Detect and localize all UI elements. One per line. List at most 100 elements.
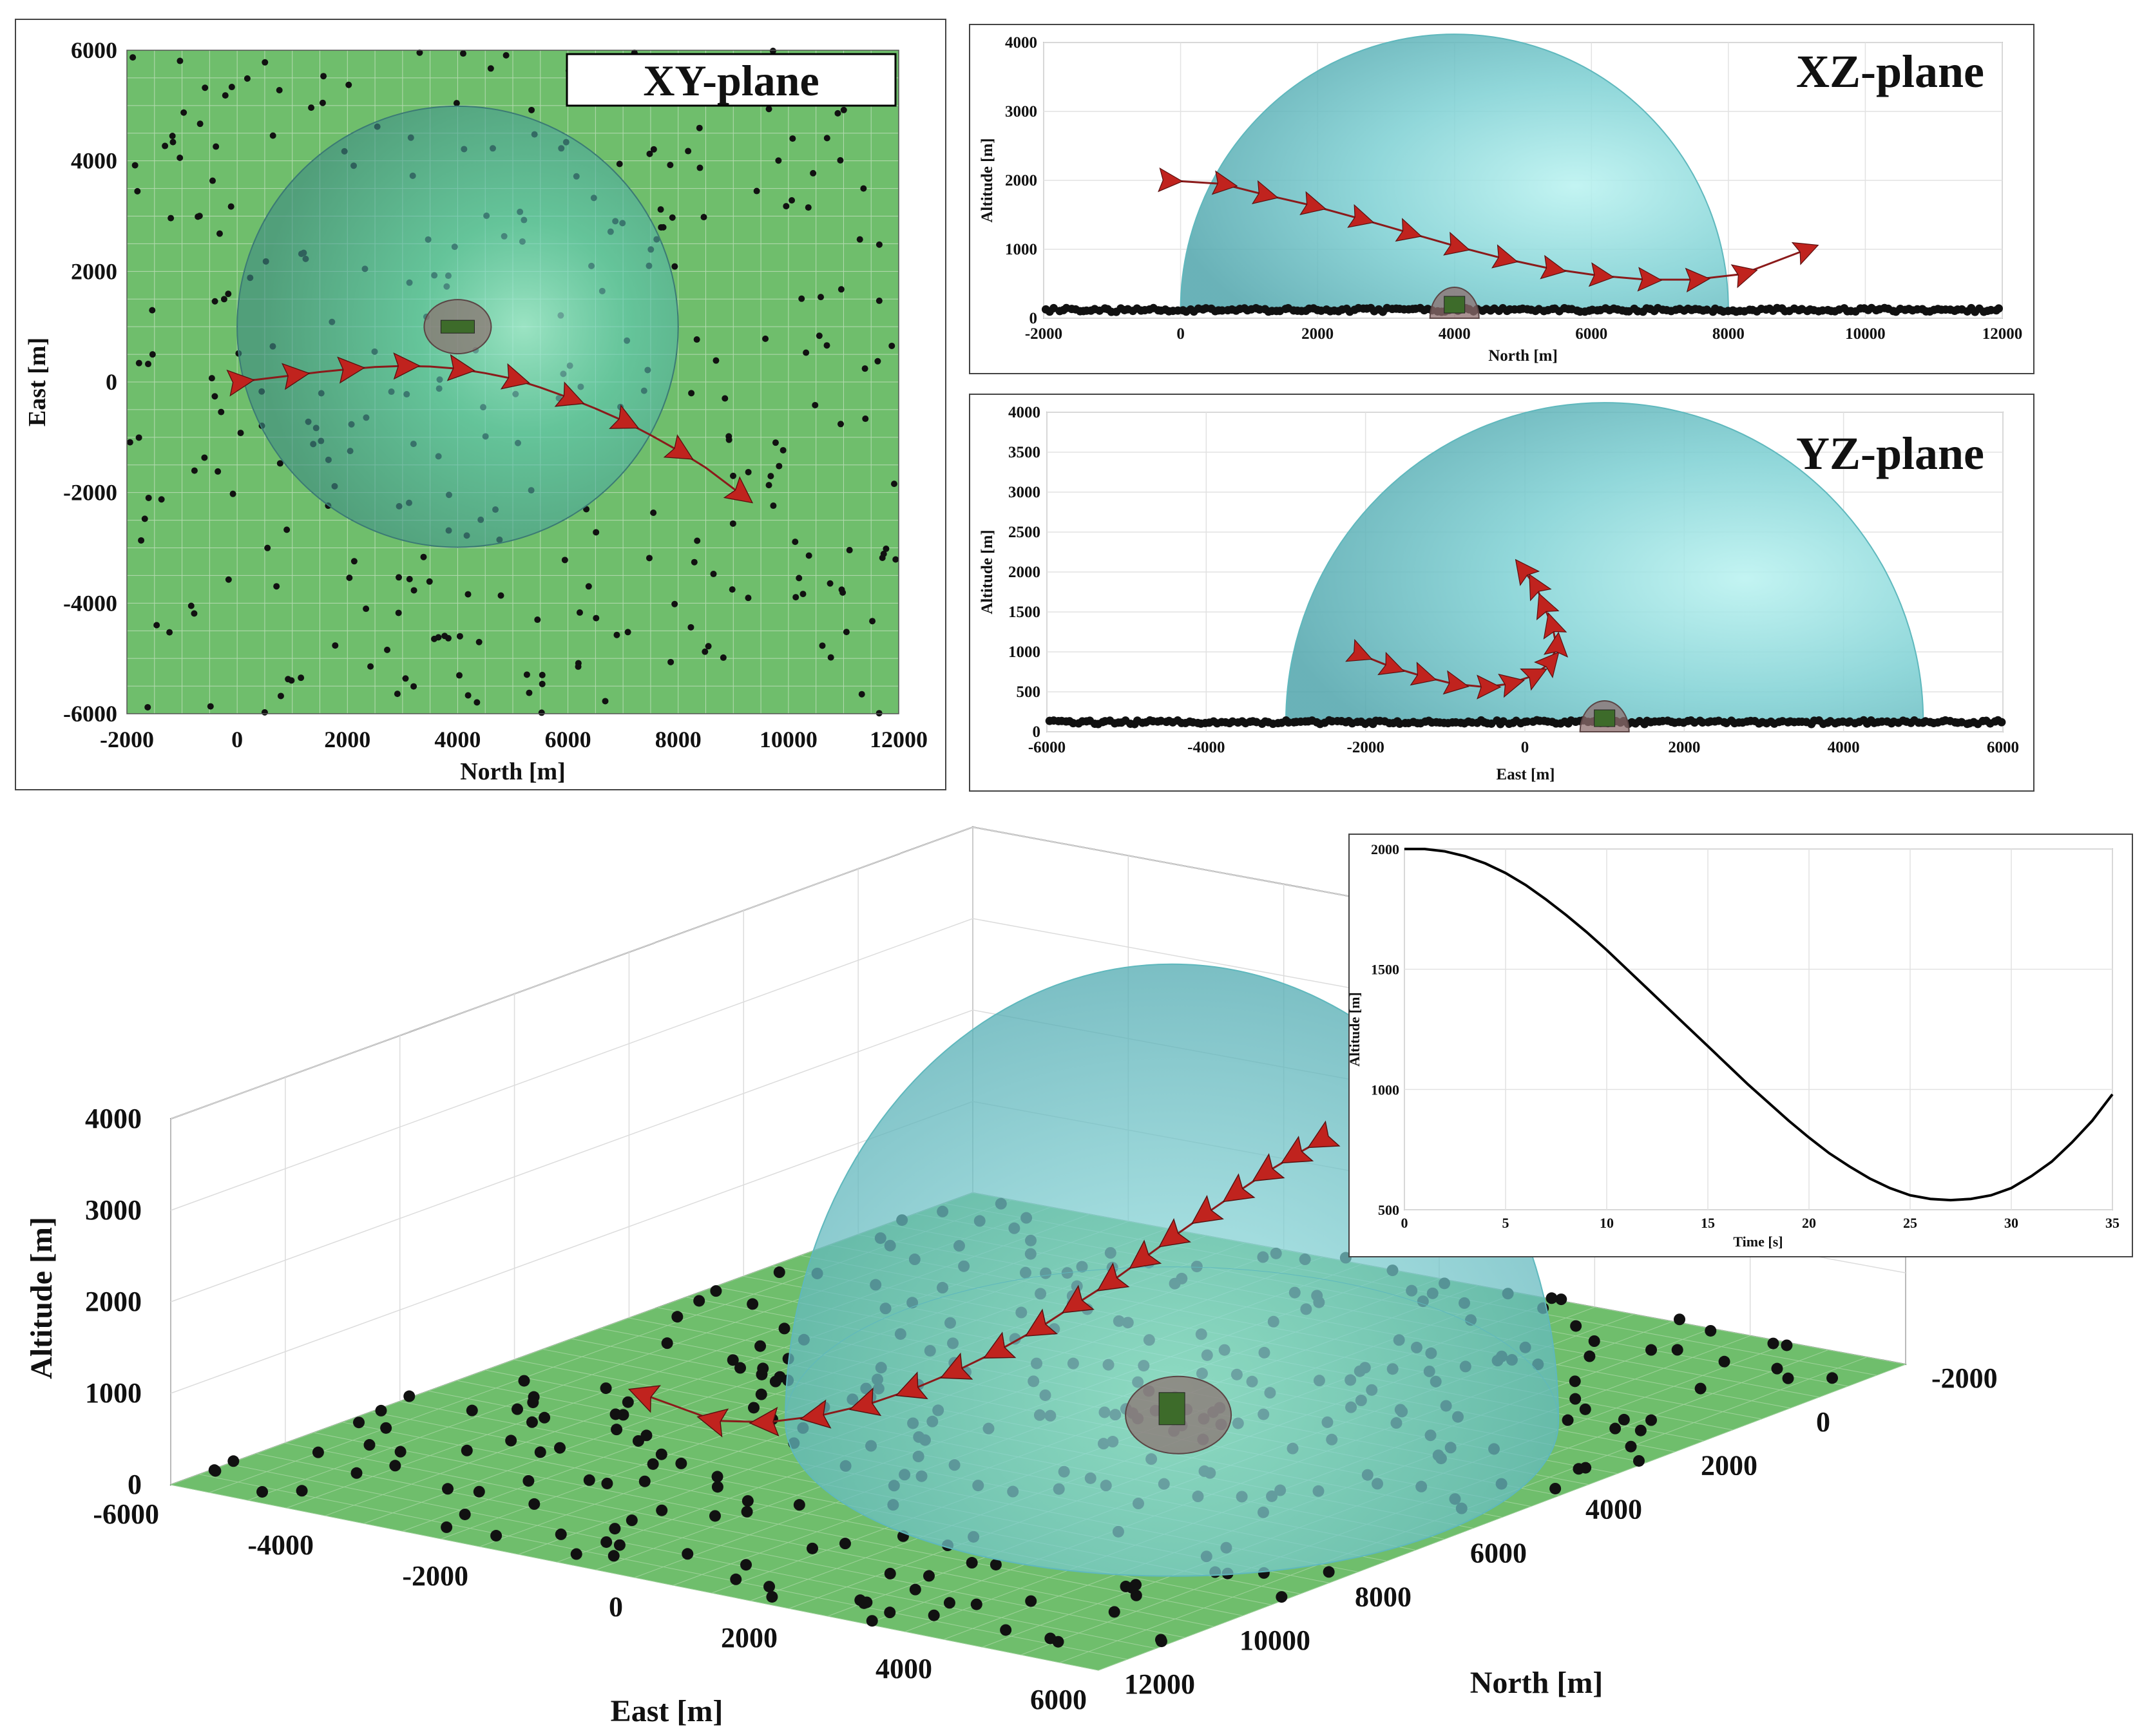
3d-tree — [473, 1485, 485, 1498]
xy-tree — [669, 214, 676, 221]
xy-tree — [426, 578, 433, 585]
xy-tree — [261, 709, 268, 716]
xy-tree — [696, 164, 704, 171]
xy-tree — [783, 203, 790, 210]
xy-tree — [702, 648, 709, 655]
aircraft-body — [337, 356, 366, 384]
xz-trajectory-aircraft-marker — [1158, 167, 1183, 193]
xy-tree — [144, 703, 151, 711]
xy-tree — [288, 677, 295, 684]
xz-trajectory-aircraft-marker — [1637, 267, 1663, 292]
yz-x-tick-labels: -6000 -4000 -2000 0 2000 4000 6000 — [1028, 739, 2019, 756]
3d-tree — [380, 1422, 392, 1434]
alt-y-tick: 2000 — [1371, 841, 1399, 857]
alt-series-line — [1404, 848, 2114, 1202]
alt-x-tick: 25 — [1903, 1215, 1917, 1231]
3d-tree — [1618, 1413, 1630, 1426]
xy-trajectory-aircraft-marker — [609, 404, 640, 429]
xy-tree — [244, 75, 251, 82]
xy-x-tick: -2000 — [100, 727, 154, 752]
xy-tree — [202, 84, 209, 91]
yz-tree — [1522, 717, 1531, 726]
xy-y-tick: 2000 — [71, 258, 117, 284]
xz-trajectory-aircraft-marker — [1540, 254, 1567, 280]
alt-x-tick: 30 — [2004, 1215, 2018, 1231]
3d-north-tick: 6000 — [1470, 1537, 1527, 1569]
xy-tree — [211, 393, 218, 400]
3d-tree — [806, 1542, 818, 1554]
xz-target-vehicle — [1444, 296, 1466, 314]
xy-tree — [497, 592, 504, 599]
3d-tree — [839, 1538, 851, 1550]
3d-tree — [1555, 1293, 1567, 1306]
3d-north-tick: -2000 — [1931, 1362, 1998, 1394]
xy-tree — [228, 84, 235, 91]
xy-trajectory-aircraft-marker — [500, 363, 530, 390]
xy-trajectory-aircraft-marker — [723, 476, 754, 504]
yz-x-tick: 0 — [1521, 739, 1529, 756]
xy-tree — [725, 436, 732, 443]
xy-tree — [671, 263, 678, 270]
xy-tree — [475, 638, 483, 645]
xy-tree — [657, 206, 664, 213]
3d-tree — [866, 1615, 878, 1627]
3d-tree — [613, 1539, 626, 1551]
xy-tree — [395, 609, 402, 616]
3d-tree — [1130, 1579, 1142, 1591]
xz-y-tick: 1000 — [1005, 241, 1037, 258]
xz-y-tick-labels: 0 1000 2000 3000 4000 — [1005, 34, 1037, 327]
xy-x-tick: 0 — [231, 727, 243, 752]
3d-z-label: Altitude [m] — [24, 1217, 59, 1379]
xy-tree — [561, 557, 568, 564]
alt-y-tick-labels: 500 1000 1500 2000 — [1371, 841, 1399, 1218]
xy-tree — [138, 537, 145, 544]
aircraft-body — [1299, 191, 1327, 215]
yz-ground-trees — [1045, 716, 2006, 729]
3d-tree — [1569, 1375, 1581, 1388]
3d-dome-base — [785, 1266, 1559, 1577]
xz-y-label: Altitude [m] — [979, 138, 996, 222]
xy-tree — [860, 185, 867, 192]
yz-y-tick: 500 — [1017, 683, 1041, 701]
3d-east-tick-labels: -6000 -4000 -2000 0 2000 4000 6000 — [93, 1498, 1087, 1715]
xy-tree — [528, 106, 535, 113]
xy-tree — [396, 574, 403, 581]
xy-tree — [693, 336, 700, 343]
3d-tree — [608, 1550, 620, 1562]
aircraft-body — [1477, 674, 1502, 700]
3d-tree — [755, 1388, 767, 1400]
xy-tree — [585, 583, 592, 590]
xz-x-tick: 6000 — [1575, 325, 1607, 343]
aircraft-body — [1410, 662, 1437, 686]
aircraft-body — [982, 1331, 1017, 1359]
xy-tree — [276, 460, 283, 467]
3d-tree — [466, 1404, 478, 1416]
alt-x-tick: 15 — [1701, 1215, 1715, 1231]
xy-tree — [861, 365, 868, 372]
alt-y-tick: 1500 — [1371, 962, 1399, 978]
3d-tree — [1632, 1455, 1645, 1467]
xy-tree — [410, 587, 417, 594]
xy-tree — [837, 421, 844, 428]
3d-z-tick: 0 — [128, 1469, 142, 1500]
xy-tree — [602, 698, 609, 705]
xy-tree — [229, 490, 236, 497]
3d-tree — [505, 1435, 517, 1447]
xy-tree — [762, 335, 769, 342]
3d-tree — [727, 1354, 739, 1366]
3d-trajectory-aircraft-marker — [1280, 1136, 1314, 1164]
3d-tree — [527, 1397, 539, 1409]
xy-trajectory-line — [236, 365, 740, 493]
3d-tree — [1609, 1422, 1622, 1435]
xz-threat-dome — [1180, 33, 1729, 311]
xy-tree — [277, 692, 284, 700]
3d-tree — [1767, 1337, 1779, 1350]
3d-z-tick: 4000 — [85, 1103, 142, 1134]
xz-x-tick: 4000 — [1439, 325, 1471, 343]
xy-tree — [216, 230, 223, 237]
yz-y-tick: 1500 — [1008, 604, 1040, 621]
xy-tree — [792, 539, 799, 546]
3d-ground-grid-line — [199, 1474, 1127, 1660]
xy-tree — [276, 87, 283, 94]
